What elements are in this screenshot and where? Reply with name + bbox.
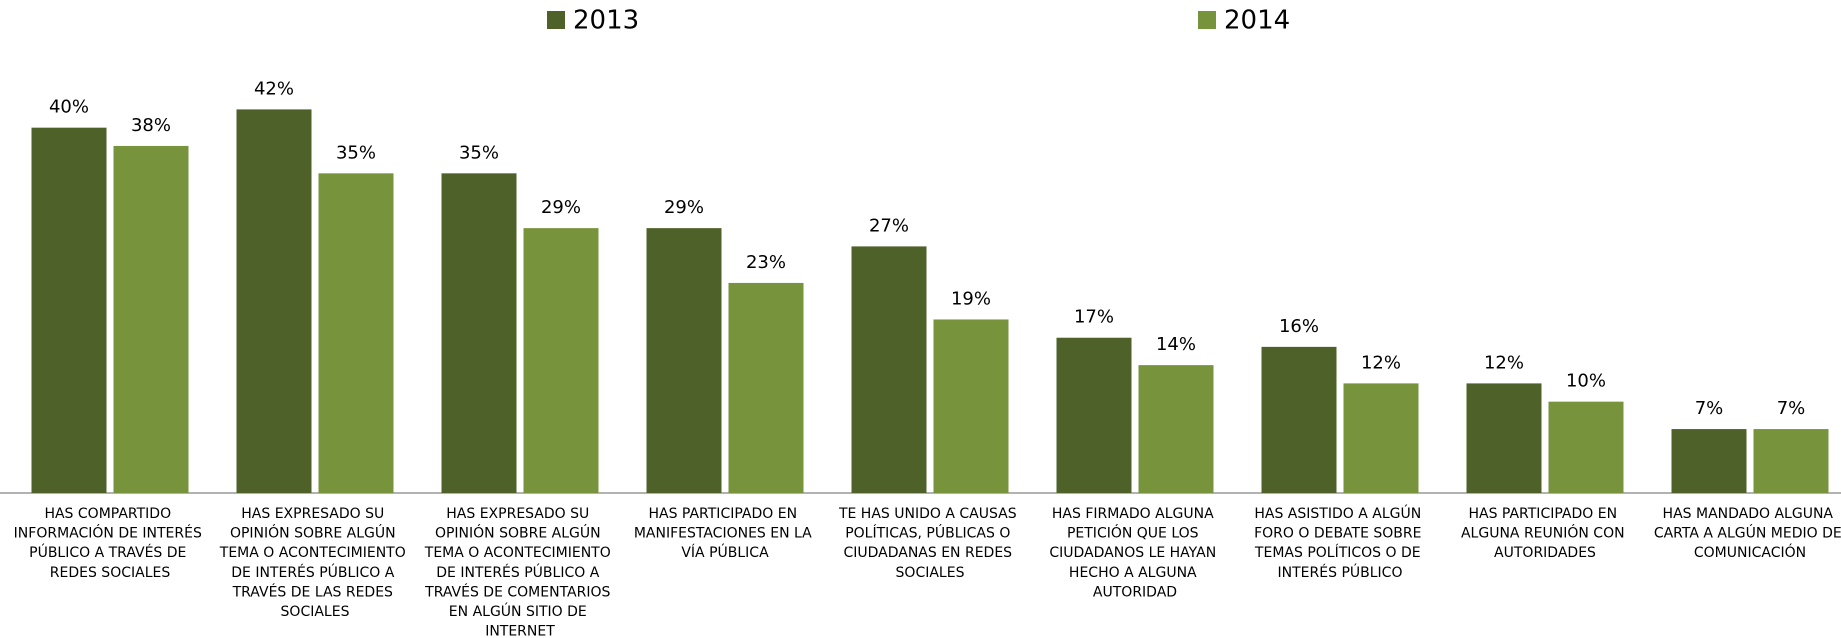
value-label: 17% [1074, 307, 1114, 328]
value-label: 14% [1156, 334, 1196, 355]
bar [523, 228, 599, 493]
x-tick-label: HAS FIRMADO ALGUNA PETICIÓN QUE LOS CIUD… [1049, 506, 1220, 600]
value-label: 7% [1695, 398, 1724, 419]
legend-swatch [1198, 11, 1216, 29]
bar [646, 228, 722, 493]
legend-swatch [547, 11, 565, 29]
legend-label: 2014 [1224, 6, 1290, 36]
x-tick-label: HAS MANDADO ALGUNA CARTA A ALGÚN MEDIO D… [1654, 506, 1841, 561]
bar [318, 173, 394, 494]
x-tick-label: TE HAS UNIDO A CAUSAS POLÍTICAS, PÚBLICA… [838, 506, 1021, 581]
value-label: 27% [869, 215, 909, 236]
value-label: 10% [1566, 371, 1606, 392]
x-tick-label: HAS PARTICIPADO EN MANIFESTACIONES EN LA… [634, 506, 816, 561]
value-label: 12% [1484, 352, 1524, 373]
value-label: 19% [951, 288, 991, 309]
x-tick-label: HAS COMPARTIDO INFORMACIÓN DE INTERÉS PÚ… [14, 506, 207, 581]
bar [1671, 429, 1747, 493]
value-label: 29% [541, 197, 581, 218]
bar [236, 109, 312, 494]
x-tick-label: HAS PARTICIPADO EN ALGUNA REUNIÓN CON AU… [1461, 506, 1629, 561]
bar [1466, 383, 1542, 493]
bar [441, 173, 517, 494]
x-tick-label: HAS EXPRESADO SU OPINIÓN SOBRE ALGÚN TEM… [219, 506, 410, 620]
value-label: 38% [131, 115, 171, 136]
value-label: 16% [1279, 316, 1319, 337]
x-tick-label: HAS ASISTIDO A ALGÚN FORO O DEBATE SOBRE… [1254, 504, 1426, 581]
value-label: 7% [1777, 398, 1806, 419]
bar [113, 145, 189, 493]
bar [1056, 337, 1132, 493]
bar [1343, 383, 1419, 493]
legend-label: 2013 [573, 6, 639, 36]
bar [1261, 346, 1337, 493]
bar [1548, 401, 1624, 493]
bar [728, 282, 804, 493]
value-label: 42% [254, 78, 294, 99]
value-label: 35% [459, 142, 499, 163]
bar [1753, 429, 1829, 493]
value-label: 12% [1361, 352, 1401, 373]
value-label: 35% [336, 142, 376, 163]
bar [1138, 365, 1214, 493]
bar [31, 127, 107, 494]
value-label: 23% [746, 252, 786, 273]
value-label: 40% [49, 97, 89, 118]
value-label: 29% [664, 197, 704, 218]
x-tick-label: HAS EXPRESADO SU OPINIÓN SOBRE ALGÚN TEM… [424, 506, 615, 638]
bar [851, 246, 927, 493]
bar [933, 319, 1009, 493]
